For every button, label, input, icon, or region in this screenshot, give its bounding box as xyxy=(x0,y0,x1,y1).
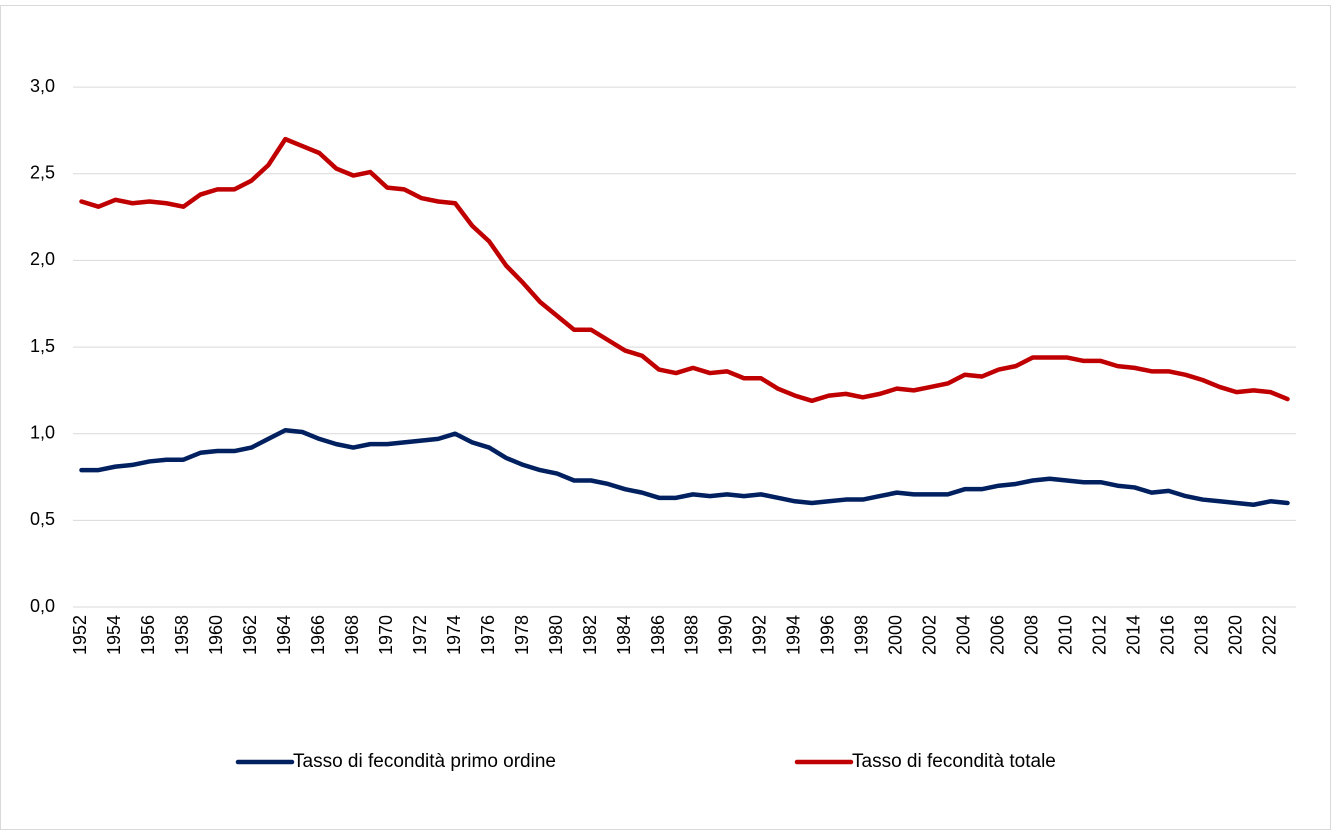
x-tick-label: 1960 xyxy=(206,615,226,655)
x-tick-label: 1994 xyxy=(784,615,804,655)
x-tick-label: 2022 xyxy=(1259,615,1279,655)
x-tick-label: 1988 xyxy=(682,615,702,655)
series-line xyxy=(79,428,1290,508)
x-tick-label: 2016 xyxy=(1157,615,1177,655)
x-tick-label: 1998 xyxy=(852,615,872,655)
legend-label: Tasso di fecondità primo ordine xyxy=(293,751,556,772)
x-tick-label: 1962 xyxy=(240,615,260,655)
x-tick-label: 1952 xyxy=(70,615,90,655)
y-tick-label: 0,0 xyxy=(30,596,55,616)
x-tick-label: 1992 xyxy=(750,615,770,655)
x-tick-label: 1966 xyxy=(308,615,328,655)
y-tick-label: 3,0 xyxy=(30,76,55,96)
x-tick-label: 1982 xyxy=(580,615,600,655)
x-tick-label: 1956 xyxy=(138,615,158,655)
x-tick-label: 1972 xyxy=(410,615,430,655)
x-tick-label: 1976 xyxy=(478,615,498,655)
y-tick-label: 2,5 xyxy=(30,163,55,183)
x-tick-label: 2004 xyxy=(954,615,974,655)
x-tick-label: 2010 xyxy=(1055,615,1075,655)
x-tick-label: 1996 xyxy=(818,615,838,655)
x-tick-label: 2020 xyxy=(1225,615,1245,655)
x-tick-label: 1968 xyxy=(342,615,362,655)
y-tick-label: 1,5 xyxy=(30,336,55,356)
x-tick-label: 2002 xyxy=(920,615,940,655)
x-tick-label: 2012 xyxy=(1089,615,1109,655)
x-tick-label: 2006 xyxy=(987,615,1007,655)
x-tick-label: 1980 xyxy=(546,615,566,655)
series-line xyxy=(79,136,1290,404)
x-tick-label: 2008 xyxy=(1021,615,1041,655)
x-tick-label: 1970 xyxy=(376,615,396,655)
x-tick-label: 2014 xyxy=(1123,615,1143,655)
x-tick-label: 1974 xyxy=(444,615,464,655)
y-tick-label: 1,0 xyxy=(30,422,55,442)
legend-label: Tasso di fecondità totale xyxy=(852,751,1056,772)
x-tick-label: 2000 xyxy=(886,615,906,655)
x-tick-label: 1978 xyxy=(512,615,532,655)
x-tick-label: 1984 xyxy=(614,615,634,655)
x-tick-label: 1990 xyxy=(716,615,736,655)
x-tick-label: 1964 xyxy=(274,615,294,655)
x-tick-label: 2018 xyxy=(1191,615,1211,655)
x-tick-label: 1954 xyxy=(104,615,124,655)
chart-border xyxy=(0,5,1331,830)
y-tick-label: 0,5 xyxy=(30,509,55,529)
y-tick-label: 2,0 xyxy=(30,249,55,269)
x-tick-label: 1986 xyxy=(648,615,668,655)
x-tick-label: 1958 xyxy=(172,615,192,655)
